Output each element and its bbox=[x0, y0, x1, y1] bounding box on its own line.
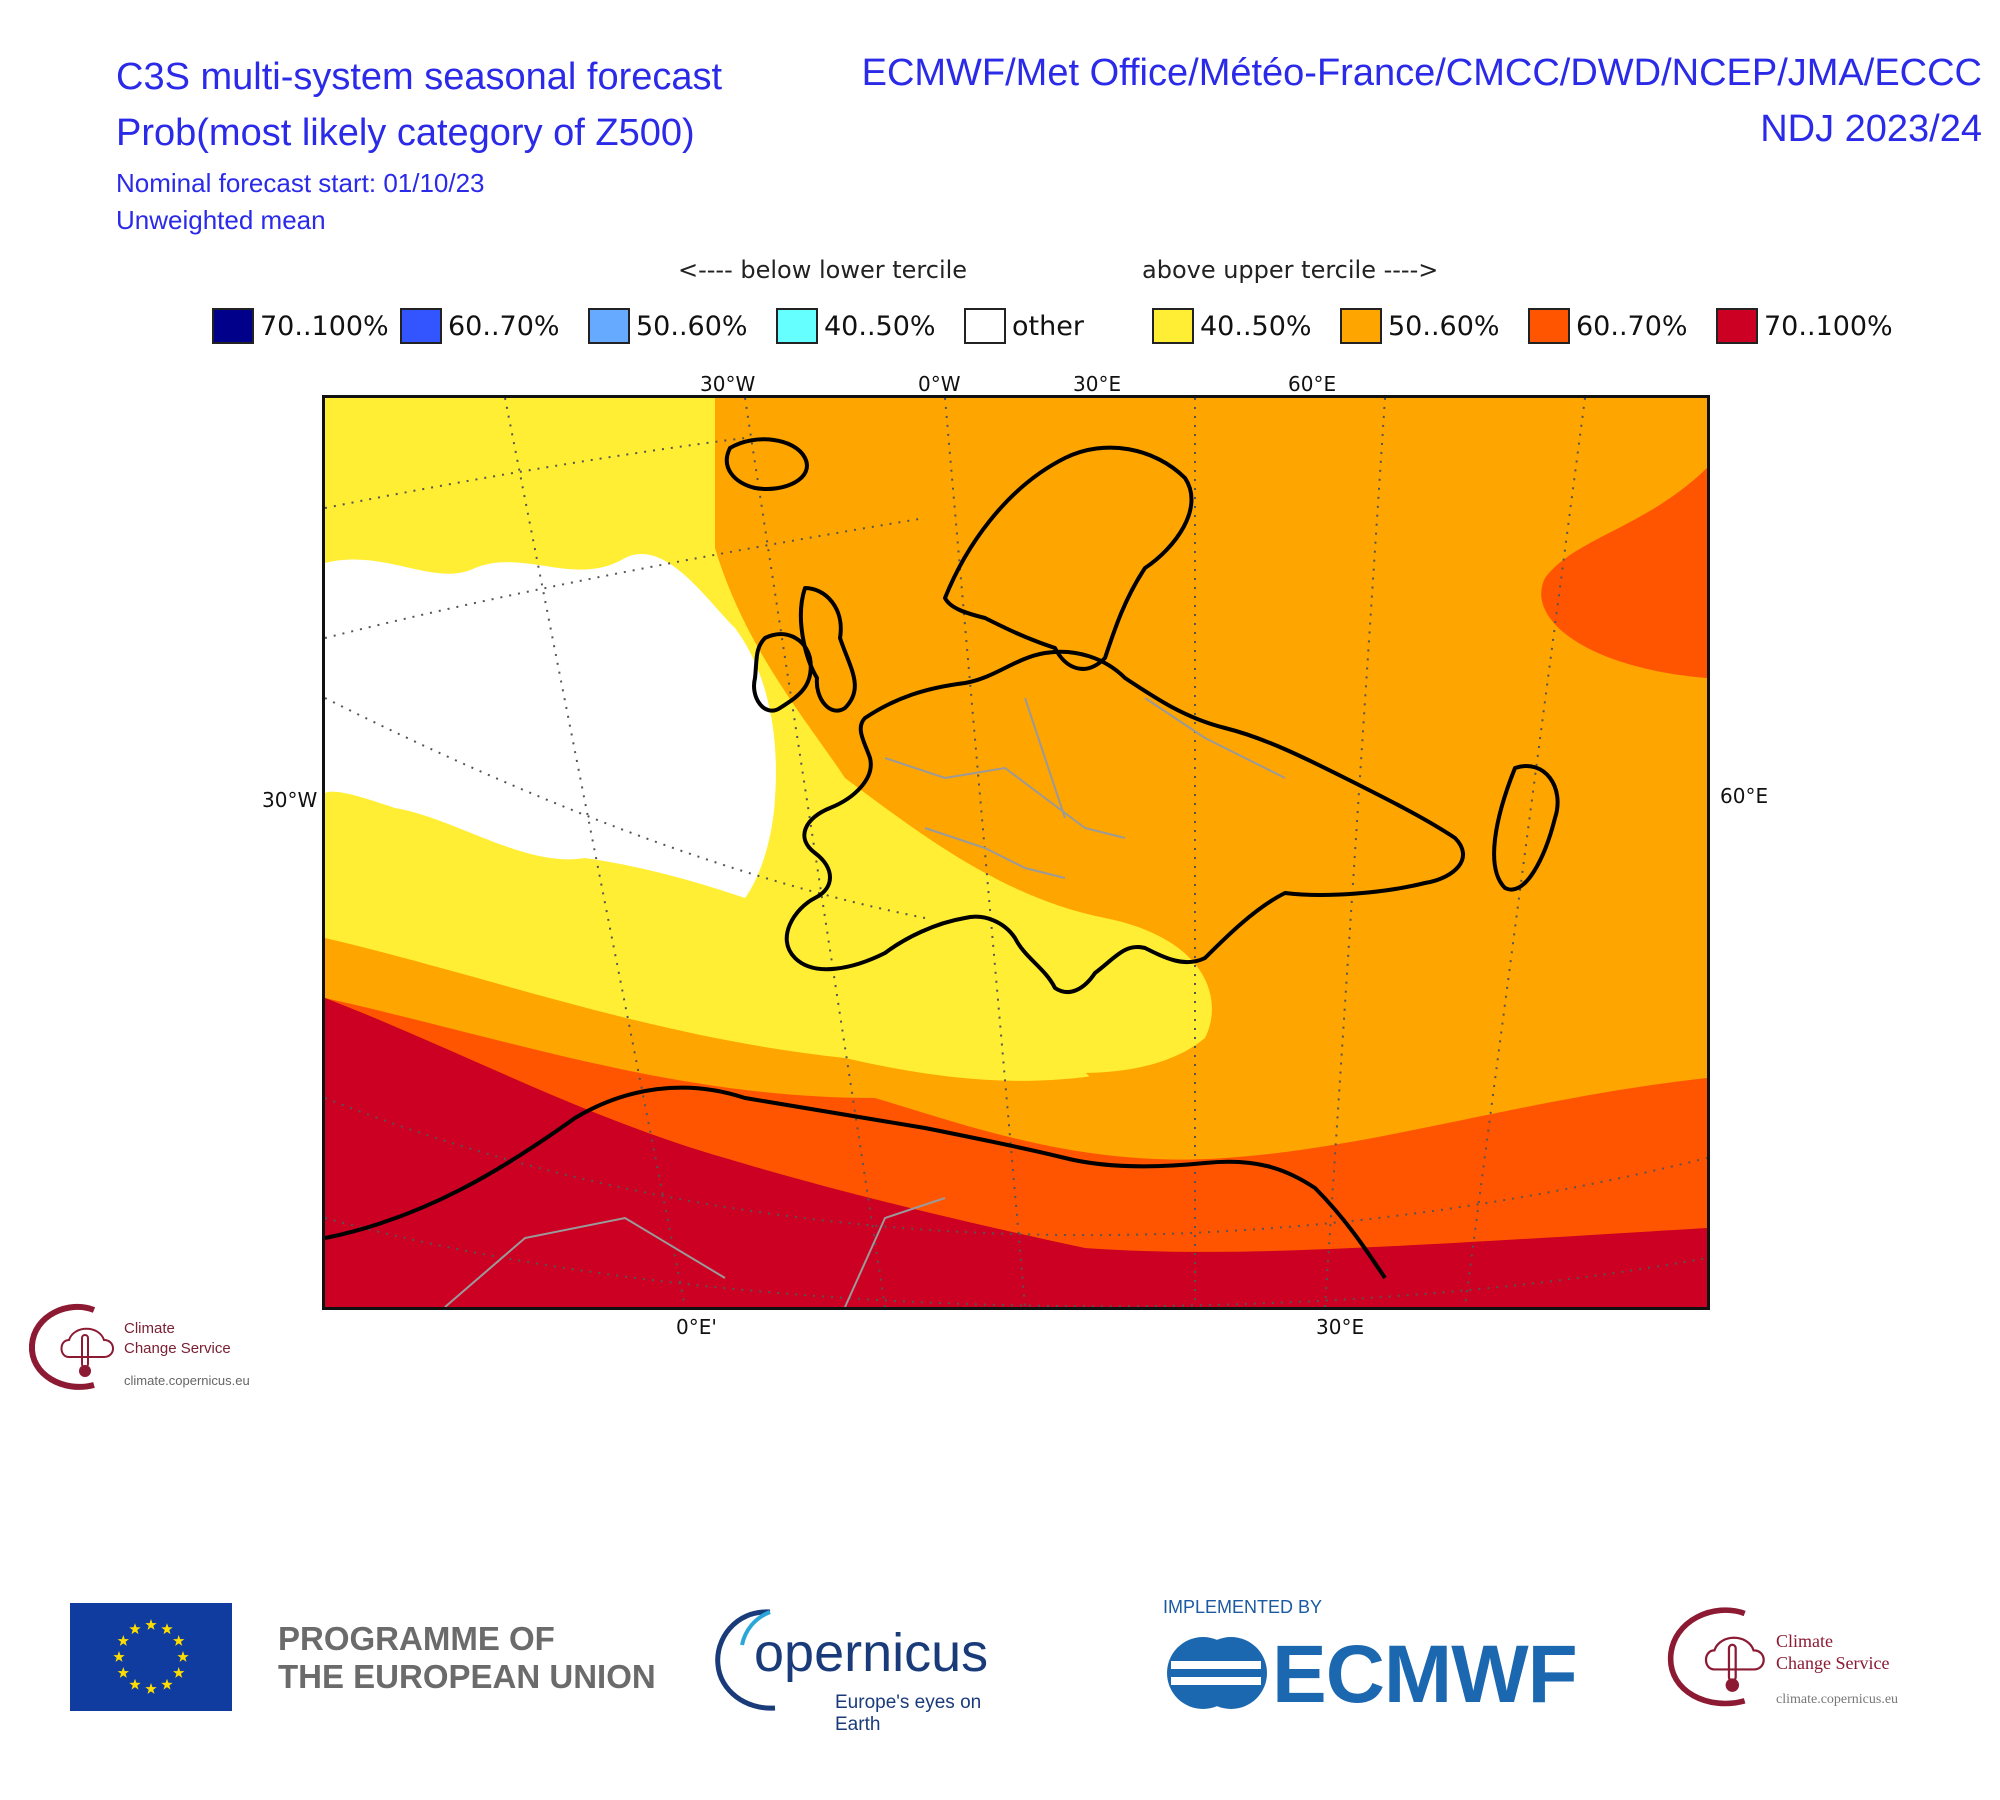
zone-other bbox=[325, 554, 776, 898]
top-tick-30e: 30°E bbox=[1073, 372, 1122, 396]
legend-swatch bbox=[400, 308, 442, 344]
eu-star bbox=[173, 1667, 185, 1678]
zone-red-orange-60-70-east bbox=[1541, 468, 1707, 678]
forecast-map bbox=[322, 395, 1710, 1310]
copernicus-logo: opernicus Europe's eyes on Earth bbox=[710, 1600, 1030, 1735]
bottom-tick-0e: 0°E' bbox=[676, 1315, 717, 1339]
legend-label: 60..70% bbox=[448, 310, 560, 342]
c3s-small-line1: Climate bbox=[124, 1320, 175, 1337]
legend-label: 60..70% bbox=[1576, 310, 1688, 342]
copernicus-tagline: Europe's eyes on Earth bbox=[835, 1692, 982, 1735]
country-borders bbox=[444, 697, 1286, 1307]
eu-star bbox=[117, 1635, 129, 1646]
legend-item: 60..70% bbox=[400, 307, 560, 345]
c3s-logo-large: Climate Change Service climate.copernicu… bbox=[1664, 1600, 1984, 1715]
legend-swatch bbox=[1152, 308, 1194, 344]
eu-star bbox=[177, 1651, 189, 1662]
forecast-variable: Prob(most likely category of Z500) bbox=[116, 112, 695, 154]
legend-swatch bbox=[776, 308, 818, 344]
legend-item: 40..50% bbox=[776, 307, 936, 345]
ecmwf-wordmark: ECMWF bbox=[1272, 1629, 1578, 1720]
legend-item: 50..60% bbox=[588, 307, 748, 345]
legend-item: other bbox=[964, 307, 1084, 345]
eu-star bbox=[145, 1619, 157, 1630]
legend-swatch bbox=[212, 308, 254, 344]
map-canvas bbox=[325, 398, 1707, 1307]
forecast-title: C3S multi-system seasonal forecast bbox=[116, 56, 723, 98]
eu-star bbox=[161, 1623, 173, 1635]
programme-line2: THE EUROPEAN UNION bbox=[278, 1658, 656, 1695]
right-tick-60e: 60°E bbox=[1720, 784, 1769, 808]
ecmwf-waves-icon bbox=[1167, 1637, 1267, 1709]
forecast-period: NDJ 2023/24 bbox=[1760, 108, 1982, 150]
c3s-swirl-icon-large bbox=[1667, 1607, 1765, 1707]
legend-label: 40..50% bbox=[824, 310, 936, 342]
top-tick-60e: 60°E bbox=[1288, 372, 1337, 396]
legend-swatch bbox=[964, 308, 1006, 344]
forecast-weighting: Unweighted mean bbox=[116, 205, 326, 235]
legend-label: 50..60% bbox=[1388, 310, 1500, 342]
eu-star bbox=[117, 1667, 129, 1678]
programme-of-eu: PROGRAMME OF THE EUROPEAN UNION bbox=[278, 1620, 656, 1696]
c3s-swirl-icon bbox=[28, 1303, 114, 1390]
eu-star bbox=[113, 1651, 125, 1662]
legend-item: 40..50% bbox=[1152, 307, 1312, 345]
legend-label: 50..60% bbox=[636, 310, 748, 342]
bottom-tick-30e: 30°E bbox=[1316, 1315, 1365, 1339]
eu-star bbox=[173, 1635, 185, 1646]
zone-yellow-central bbox=[845, 778, 1212, 1073]
legend-item: 70..100% bbox=[212, 307, 389, 345]
eu-stars-icon bbox=[113, 1619, 189, 1694]
legend-item: 70..100% bbox=[1716, 307, 1893, 345]
c3s-big-line1: Climate bbox=[1776, 1631, 1833, 1651]
c3s-small-line2: Change Service bbox=[124, 1340, 231, 1357]
c3s-big-line2: Change Service bbox=[1776, 1653, 1890, 1673]
legend-label: 70..100% bbox=[260, 310, 389, 342]
zone-dark-red-70-100 bbox=[325, 998, 1707, 1307]
implemented-by: IMPLEMENTED BY bbox=[1163, 1597, 1323, 1617]
left-tick-30w: 30°W bbox=[262, 788, 318, 812]
eu-flag-logo bbox=[70, 1603, 232, 1711]
above-tercile-label: above upper tercile ----> bbox=[1142, 256, 1439, 284]
legend-swatch bbox=[1716, 308, 1758, 344]
contributing-centres: ECMWF/Met Office/Météo-France/CMCC/DWD/N… bbox=[861, 52, 1982, 94]
eu-star bbox=[145, 1683, 157, 1694]
legend-item: 60..70% bbox=[1528, 307, 1688, 345]
coastlines bbox=[325, 437, 1560, 1280]
c3s-small-url: climate.copernicus.eu bbox=[124, 1373, 250, 1388]
legend-label: 40..50% bbox=[1200, 310, 1312, 342]
eu-star bbox=[129, 1678, 141, 1690]
legend-swatch bbox=[588, 308, 630, 344]
below-tercile-label: <---- below lower tercile bbox=[678, 256, 968, 284]
copernicus-wordmark: opernicus bbox=[754, 1623, 989, 1683]
c3s-logo-small: Climate Change Service climate.copernicu… bbox=[24, 1295, 304, 1395]
legend-item: 50..60% bbox=[1340, 307, 1500, 345]
top-tick-0w: 0°W bbox=[918, 372, 961, 396]
c3s-big-url: climate.copernicus.eu bbox=[1776, 1692, 1899, 1707]
eu-star bbox=[161, 1678, 173, 1690]
legend-swatch bbox=[1340, 308, 1382, 344]
copernicus-c-icon bbox=[715, 1609, 776, 1711]
legend-label: other bbox=[1012, 310, 1084, 342]
programme-line1: PROGRAMME OF bbox=[278, 1620, 555, 1657]
top-tick-30w: 30°W bbox=[700, 372, 756, 396]
eu-star bbox=[129, 1623, 141, 1635]
legend-label: 70..100% bbox=[1764, 310, 1893, 342]
forecast-start-date: Nominal forecast start: 01/10/23 bbox=[116, 168, 485, 198]
legend-swatch bbox=[1528, 308, 1570, 344]
